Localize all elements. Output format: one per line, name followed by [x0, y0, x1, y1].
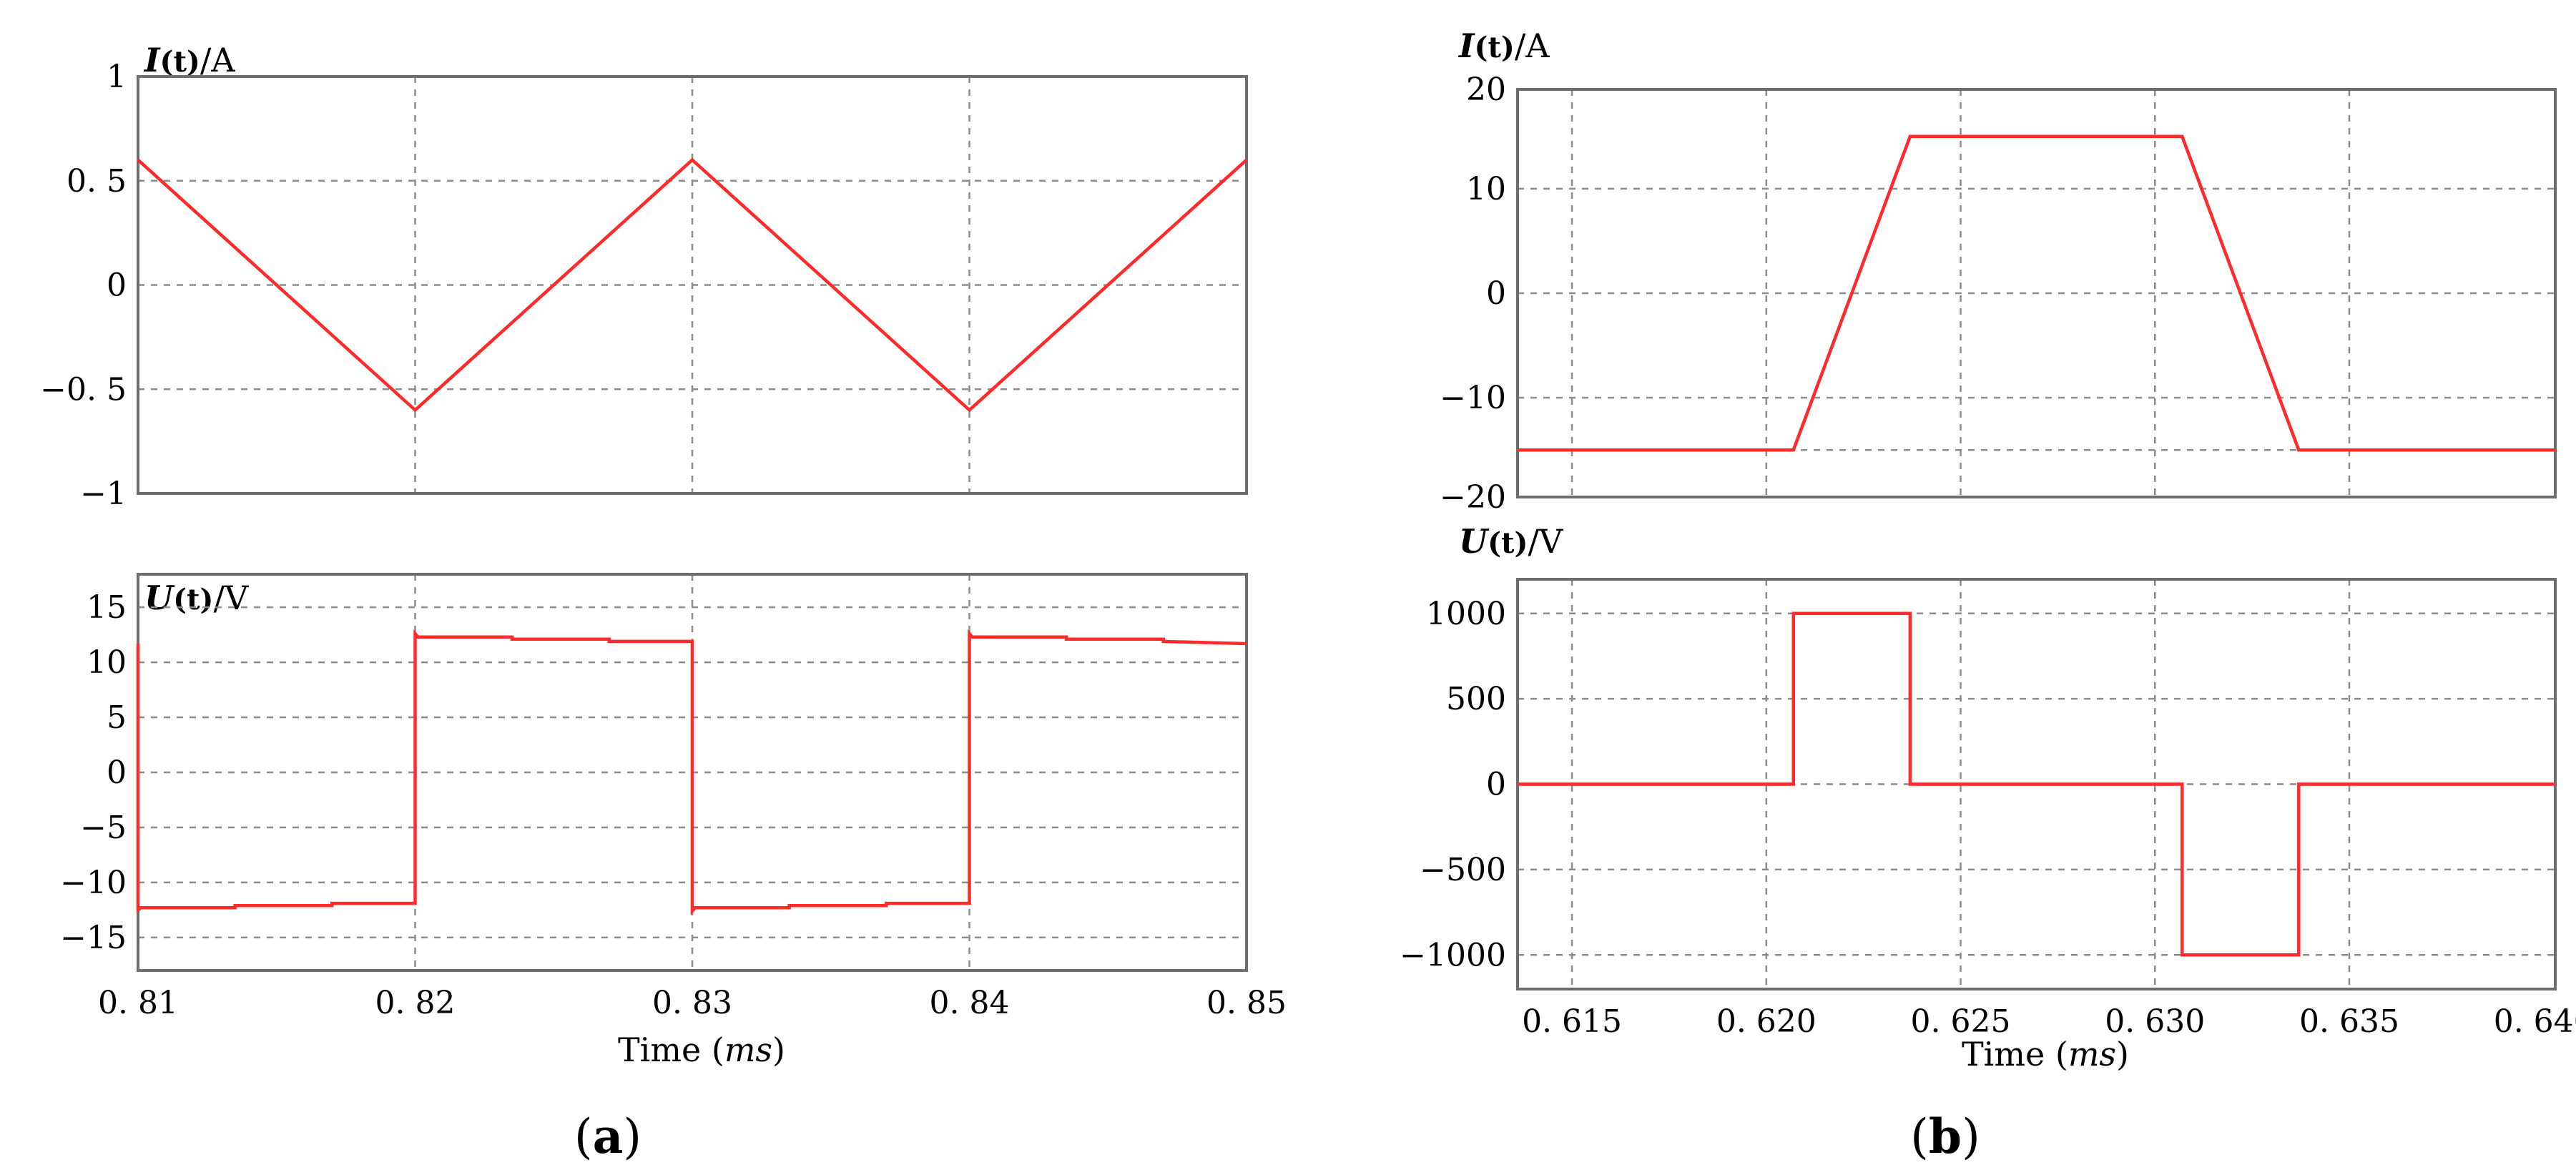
- panel-a-voltage: U(t)/V Time (ms) 15 10 5 0 −5 −10 −15 0. 81 0. 8…: [60, 573, 1287, 1069]
- x-tick-label: 0. 82: [375, 985, 456, 1021]
- x-tick-label: 0. 640: [2494, 1003, 2576, 1040]
- panel-b-voltage: U(t)/V Time (ms) 1000 500 0 −500 −1000 0. 615…: [1400, 522, 2576, 1073]
- plot-frame: [1516, 88, 2557, 498]
- y-tick-label: −10: [1440, 380, 1506, 416]
- y-tick-label: −5: [80, 810, 127, 846]
- series-line-a-voltage: [136, 629, 1247, 916]
- ylabel-b-voltage: U(t)/V: [1459, 522, 1563, 561]
- panel-b-current: I(t)/A 20 10 0 −10 −20: [1440, 26, 2557, 516]
- x-tick-label: 0. 85: [1206, 985, 1287, 1021]
- series-line-b-current: [1518, 134, 2555, 452]
- ylabel-b-current: I(t)/A: [1457, 26, 1550, 65]
- y-tick-label: −500: [1420, 852, 1506, 888]
- y-tick-label: 0: [1486, 767, 1506, 803]
- y-tick-label: 5: [107, 699, 127, 736]
- y-tick-label: 15: [87, 589, 127, 626]
- series-line-a-current: [137, 157, 1248, 413]
- ylabel-a-voltage: U(t)/V: [144, 579, 249, 617]
- ylabel-a-current: I(t)/A: [143, 41, 235, 79]
- y-tick-label: 1: [107, 59, 127, 95]
- x-tick-label: 0. 615: [1522, 1003, 1622, 1040]
- y-tick-label: 500: [1446, 681, 1506, 717]
- plot-frame: [137, 75, 1248, 495]
- x-tick-label: 0. 83: [652, 985, 732, 1021]
- x-tick-label: 0. 625: [1911, 1003, 2011, 1040]
- y-tick-label: 1000: [1426, 596, 1506, 632]
- y-tick-label: 0: [107, 267, 127, 304]
- y-tick-label: −0. 5: [40, 371, 127, 408]
- y-tick-label: −10: [60, 865, 127, 901]
- x-tick-label: 0. 84: [930, 985, 1010, 1021]
- xlabel-b: Time (ms): [1962, 1035, 2129, 1073]
- x-tick-label: 0. 635: [2299, 1003, 2399, 1040]
- caption-b: (b): [1910, 1108, 1980, 1164]
- y-tick-label: 20: [1466, 72, 1506, 108]
- y-tick-label: −20: [1440, 479, 1506, 516]
- y-tick-label: 0: [107, 754, 127, 791]
- y-tick-label: −1: [80, 476, 127, 512]
- y-tick-label: 0: [1486, 275, 1506, 312]
- xlabel-a: Time (ms): [618, 1031, 785, 1069]
- x-tick-label: 0. 81: [98, 985, 178, 1021]
- x-tick-label: 0. 630: [2105, 1003, 2205, 1040]
- y-tick-label: 0. 5: [67, 163, 127, 200]
- y-tick-label: 10: [87, 644, 127, 681]
- caption-a: (a): [574, 1108, 641, 1164]
- series-line-b-voltage: [1518, 611, 2555, 957]
- y-tick-label: 10: [1466, 171, 1506, 207]
- y-tick-label: −15: [60, 920, 127, 956]
- y-tick-label: −1000: [1400, 937, 1506, 973]
- x-tick-label: 0. 620: [1716, 1003, 1817, 1040]
- panel-a-current: I(t)/A 1 0. 5 0 −0. 5 −1: [40, 41, 1248, 512]
